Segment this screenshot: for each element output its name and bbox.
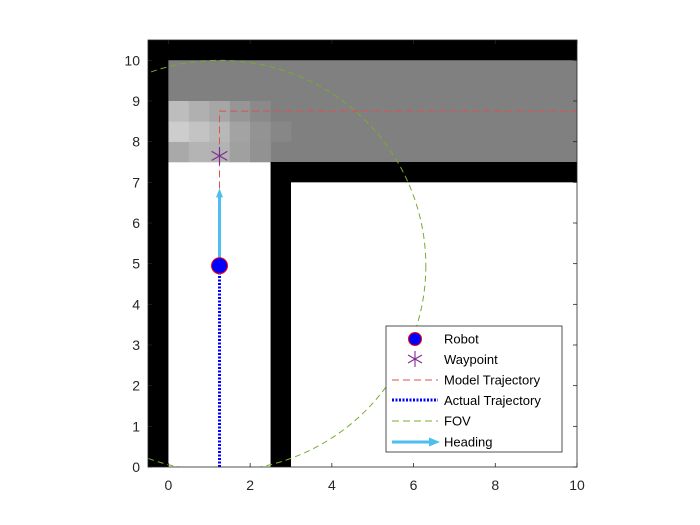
marker-layer [211,146,228,275]
legend-model-trajectory-label: Model Trajectory [444,373,541,388]
legend-actual-trajectory-label: Actual Trajectory [444,393,541,408]
y-tick-label: 2 [132,378,140,394]
occupancy-cell [168,121,190,142]
occupancy-cell [188,101,210,122]
waypoint-marker [211,146,228,165]
occupancy-cell [168,101,190,122]
x-tick-label: 0 [165,477,173,493]
legend-heading-arrow [392,437,440,447]
legend-waypoint-label: Waypoint [444,352,498,367]
y-tick-label: 9 [132,93,140,109]
wall-room-top-wall [291,162,577,183]
x-tick-label: 2 [246,477,254,493]
occupancy-cell [188,121,210,142]
occupancy-cell [229,101,251,122]
legend-heading-label: Heading [444,435,492,450]
legend-fov-label: FOV [444,414,471,429]
legend-robot-marker [408,332,422,346]
occupancy-cell [229,141,251,163]
y-tick-label: 10 [124,52,140,68]
legend-waypoint-marker [407,351,423,367]
y-tick-label: 1 [132,418,140,434]
x-tick-label: 10 [569,477,585,493]
legend-robot-label: Robot [444,332,479,347]
occupancy-cell [250,121,271,142]
y-tick-label: 7 [132,174,140,190]
y-tick-label: 3 [132,337,140,353]
wall-outer-top [148,40,577,61]
occupancy-cell [250,101,271,122]
y-tick-label: 5 [132,256,140,272]
occupancy-cell [250,141,271,163]
x-tick-label: 4 [328,477,336,493]
robot-marker [211,257,228,275]
fov-circle [148,59,427,467]
plot-area [148,40,577,467]
y-tick-label: 4 [132,296,140,312]
occupancy-cell [168,141,190,163]
legend: Robot Waypoint Model Trajectory Actual T… [385,325,563,453]
occupancy-cell [270,121,292,142]
legend-box [385,325,563,453]
wall-layer [148,40,577,467]
y-tick-label: 0 [132,459,140,475]
occupancy-cell [188,141,210,163]
heading-arrow-head [216,188,223,198]
wall-corridor-divider [270,162,291,467]
wall-outer-left [148,40,169,467]
occupancy-cell [229,121,251,142]
axes-box [147,39,578,468]
x-tick-label: 8 [491,477,499,493]
axes: 0 2 4 6 8 10 0 1 2 3 4 5 6 7 8 9 10 [124,39,585,493]
x-tick-label: 6 [410,477,418,493]
y-tick-label: 6 [132,215,140,231]
y-tick-label: 8 [132,134,140,150]
waypoint-stroke [211,150,228,161]
explored-region-layer [168,60,577,163]
